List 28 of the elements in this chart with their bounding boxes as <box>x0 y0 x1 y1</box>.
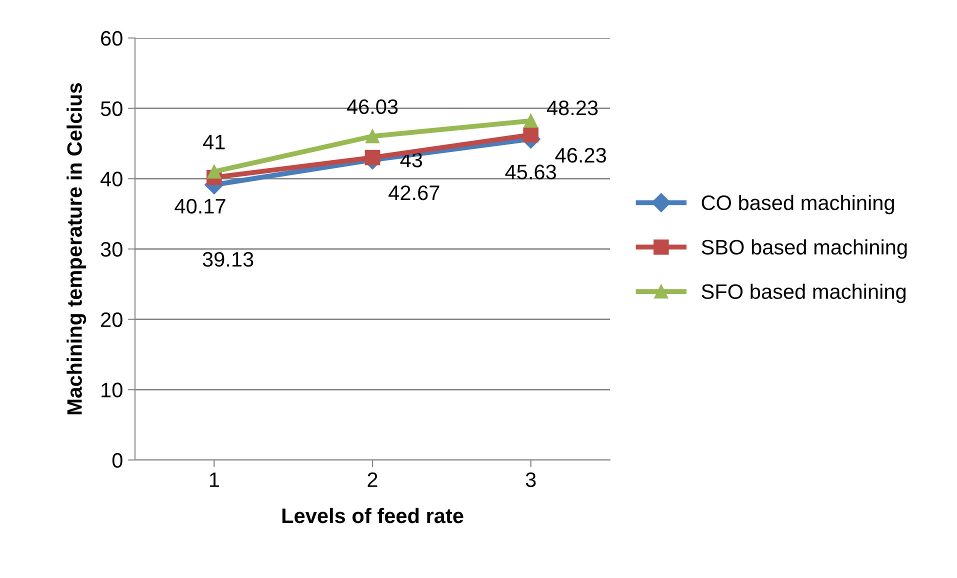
y-tick-label: 50 <box>100 101 122 116</box>
data-label: 45.63 <box>505 164 556 180</box>
point <box>207 164 222 179</box>
y-axis-title: Machining temperature in Celcius <box>66 83 86 414</box>
point <box>366 129 380 144</box>
legend-label: SFO based machining <box>702 284 906 304</box>
y-tick-label: 60 <box>101 31 122 46</box>
y-tick-label: 20 <box>101 312 122 328</box>
x-axis-title: Levels of feed rate <box>282 508 464 524</box>
data-label: 39.13 <box>202 252 254 267</box>
data-label: 48.23 <box>546 100 598 116</box>
y-tick-label: 10 <box>102 382 122 398</box>
point <box>364 150 380 166</box>
x-tick-label: 3 <box>526 472 536 488</box>
data-label: 46.03 <box>346 99 398 114</box>
data-label: 42.67 <box>388 185 440 200</box>
x-tick-label: 2 <box>368 472 378 487</box>
y-tick-label: 40 <box>100 172 122 186</box>
data-label: 46.23 <box>555 148 606 163</box>
data-label: 40.17 <box>174 198 226 214</box>
data-label: 41 <box>203 134 225 150</box>
x-tick-label: 1 <box>210 472 219 487</box>
y-tick-label: 0 <box>112 453 122 468</box>
point <box>523 127 538 142</box>
legend-label: CO based machining <box>702 194 894 214</box>
point <box>524 114 538 128</box>
y-tick-label: 30 <box>100 242 122 257</box>
legend-label: SBO based machining <box>702 239 907 259</box>
